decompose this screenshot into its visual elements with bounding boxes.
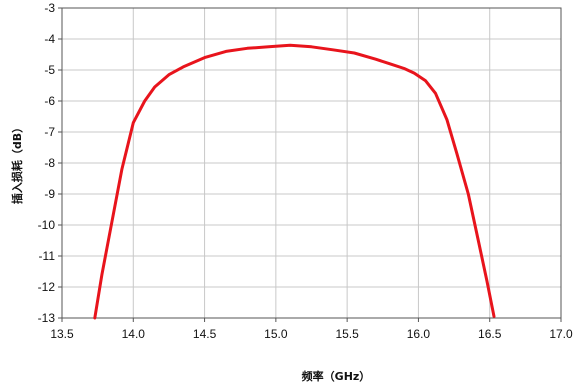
y-tick-label: -7 [44, 125, 55, 139]
x-axis-title: 频率（GHz） [302, 369, 371, 383]
y-tick-label: -3 [44, 1, 55, 15]
y-tick-label: -8 [44, 156, 55, 170]
y-tick-label: -10 [38, 218, 56, 232]
x-tick-label: 13.5 [50, 327, 74, 341]
x-tick-label: 17.0 [549, 327, 573, 341]
x-tick-label: 14.5 [193, 327, 217, 341]
y-tick-label: -6 [44, 94, 55, 108]
y-tick-label: -4 [44, 32, 55, 46]
series-layer [93, 43, 496, 320]
series-line-0 [93, 43, 496, 320]
y-axis-ticks: -3 -4 -5 -6 -7 -8 -9 -10 -11 -12 -13 [38, 1, 62, 325]
x-tick-label: 16.5 [478, 327, 502, 341]
plot-frame [61, 7, 562, 319]
x-axis-ticks: 13.5 14.0 14.5 15.0 15.5 16.0 16.5 17.0 [50, 318, 573, 341]
y-tick-label: -5 [44, 63, 55, 77]
y-axis-title: 插入损耗（dB） [10, 122, 24, 204]
y-tick-label: -13 [38, 311, 56, 325]
y-tick-label: -9 [44, 187, 55, 201]
x-tick-label: 15.5 [335, 327, 359, 341]
x-tick-label: 14.0 [122, 327, 146, 341]
x-tick-label: 16.0 [407, 327, 431, 341]
y-tick-label: -12 [38, 280, 56, 294]
x-tick-label: 15.0 [264, 327, 288, 341]
y-tick-label: -11 [39, 249, 56, 263]
